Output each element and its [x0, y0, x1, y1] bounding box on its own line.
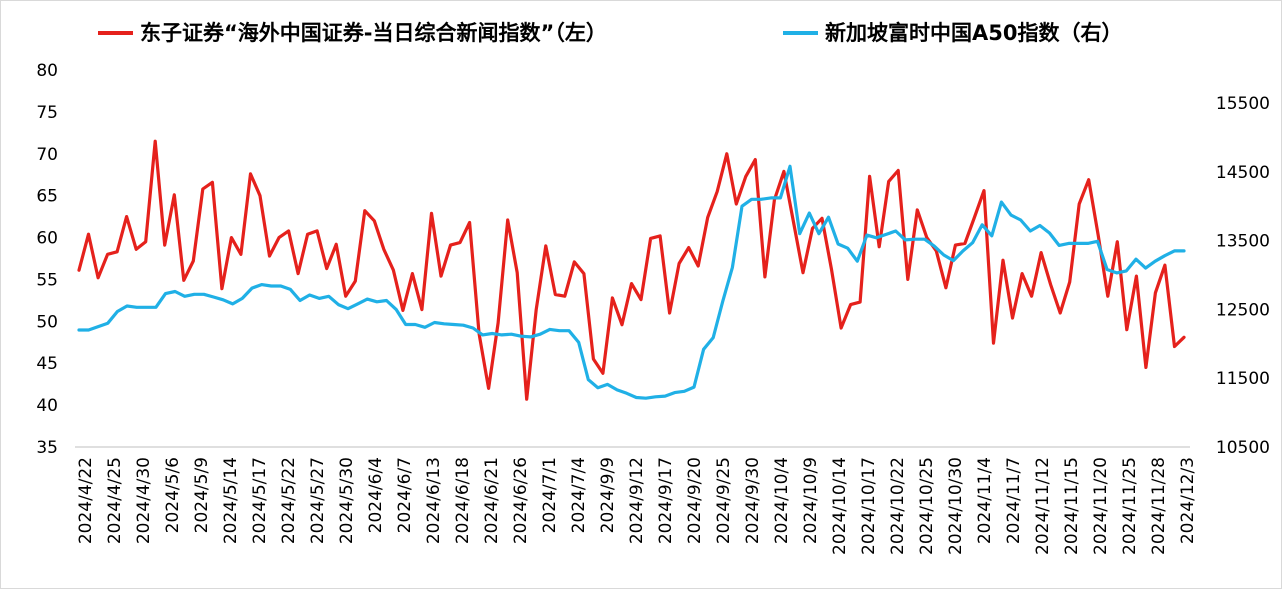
- x-tick-label: 2024/12/3: [1178, 457, 1198, 544]
- x-tick-label: 2024/11/12: [1033, 457, 1053, 555]
- y-left-tick-label: 60: [36, 229, 58, 249]
- x-tick-label: 2024/5/6: [163, 457, 183, 533]
- x-tick-label: 2024/9/30: [743, 457, 763, 544]
- x-tick-label: 2024/11/28: [1149, 457, 1169, 555]
- y-right-tick-label: 13500: [1216, 232, 1270, 252]
- x-tick-label: 2024/5/22: [279, 457, 299, 544]
- x-tick-label: 2024/11/25: [1120, 457, 1140, 555]
- x-tick-label: 2024/11/20: [1091, 457, 1111, 555]
- x-tick-label: 2024/6/13: [424, 457, 444, 544]
- y-right-tick-label: 10500: [1216, 438, 1270, 458]
- x-tick-label: 2024/9/25: [714, 457, 734, 544]
- y-left-tick-label: 40: [36, 396, 58, 416]
- x-tick-label: 2024/6/18: [453, 457, 473, 544]
- legend-label-2: 新加坡富时中国A50指数（右）: [825, 21, 1122, 45]
- x-tick-label: 2024/5/17: [250, 457, 270, 544]
- x-tick-label: 2024/10/30: [946, 457, 966, 555]
- y-axis-right: 10500 11500 12500 13500 14500 15500: [1216, 94, 1270, 458]
- x-tick-label: 2024/5/9: [192, 457, 212, 533]
- legend: 东子证券“海外中国证券-当日综合新闻指数”（左） 新加坡富时中国A50指数（右）: [98, 21, 1122, 45]
- y-right-tick-label: 15500: [1216, 94, 1270, 114]
- x-tick-label: 2024/7/4: [569, 457, 589, 533]
- x-tick-label: 2024/5/14: [221, 457, 241, 544]
- y-left-tick-label: 70: [36, 145, 58, 165]
- x-tick-label: 2024/7/1: [540, 457, 560, 533]
- y-right-tick-label: 12500: [1216, 300, 1270, 320]
- x-tick-label: 2024/11/15: [1062, 457, 1082, 555]
- y-axis-left: 35 40 45 50 55 60 65 70 75 80: [36, 61, 58, 458]
- y-left-tick-label: 45: [36, 354, 58, 374]
- x-tick-label: 2024/10/14: [830, 457, 850, 555]
- x-tick-label: 2024/4/25: [105, 457, 125, 544]
- x-tick-label: 2024/9/12: [627, 457, 647, 544]
- x-tick-label: 2024/4/30: [134, 457, 154, 544]
- y-left-tick-label: 50: [36, 312, 58, 332]
- y-left-tick-label: 55: [36, 270, 58, 290]
- x-tick-label: 2024/10/25: [917, 457, 937, 555]
- x-tick-label: 2024/11/4: [975, 457, 995, 544]
- y-left-tick-label: 35: [36, 438, 58, 458]
- series-line-1: [77, 139, 1186, 401]
- x-tick-label: 2024/6/26: [511, 457, 531, 544]
- legend-label-1: 东子证券“海外中国证券-当日综合新闻指数”（左）: [140, 21, 607, 45]
- x-tick-label: 2024/10/4: [772, 457, 792, 544]
- y-right-tick-label: 11500: [1216, 369, 1270, 389]
- y-left-tick-label: 75: [36, 103, 58, 123]
- x-tick-label: 2024/6/7: [395, 457, 415, 533]
- x-tick-label: 2024/11/7: [1004, 457, 1024, 544]
- x-tick-label: 2024/9/9: [598, 457, 618, 533]
- x-tick-label: 2024/5/30: [337, 457, 357, 544]
- x-tick-label: 2024/10/17: [859, 457, 879, 555]
- x-tick-label: 2024/9/17: [656, 457, 676, 544]
- x-tick-label: 2024/6/4: [366, 457, 386, 533]
- x-axis: 2024/4/22 2024/4/25 2024/4/30 2024/5/6 2024/…: [75, 446, 1198, 555]
- y-left-tick-label: 65: [36, 187, 58, 207]
- series-line-2: [77, 164, 1186, 400]
- y-right-tick-label: 14500: [1216, 163, 1270, 183]
- x-tick-label: 2024/4/22: [76, 457, 96, 544]
- x-tick-label: 2024/5/27: [308, 457, 328, 544]
- x-tick-label: 2024/9/20: [685, 457, 705, 544]
- x-tick-label: 2024/10/22: [888, 457, 908, 555]
- x-tick-label: 2024/6/21: [482, 457, 502, 544]
- x-tick-label: 2024/10/9: [801, 457, 821, 544]
- y-left-tick-label: 80: [36, 61, 58, 81]
- series-layer: [77, 139, 1186, 401]
